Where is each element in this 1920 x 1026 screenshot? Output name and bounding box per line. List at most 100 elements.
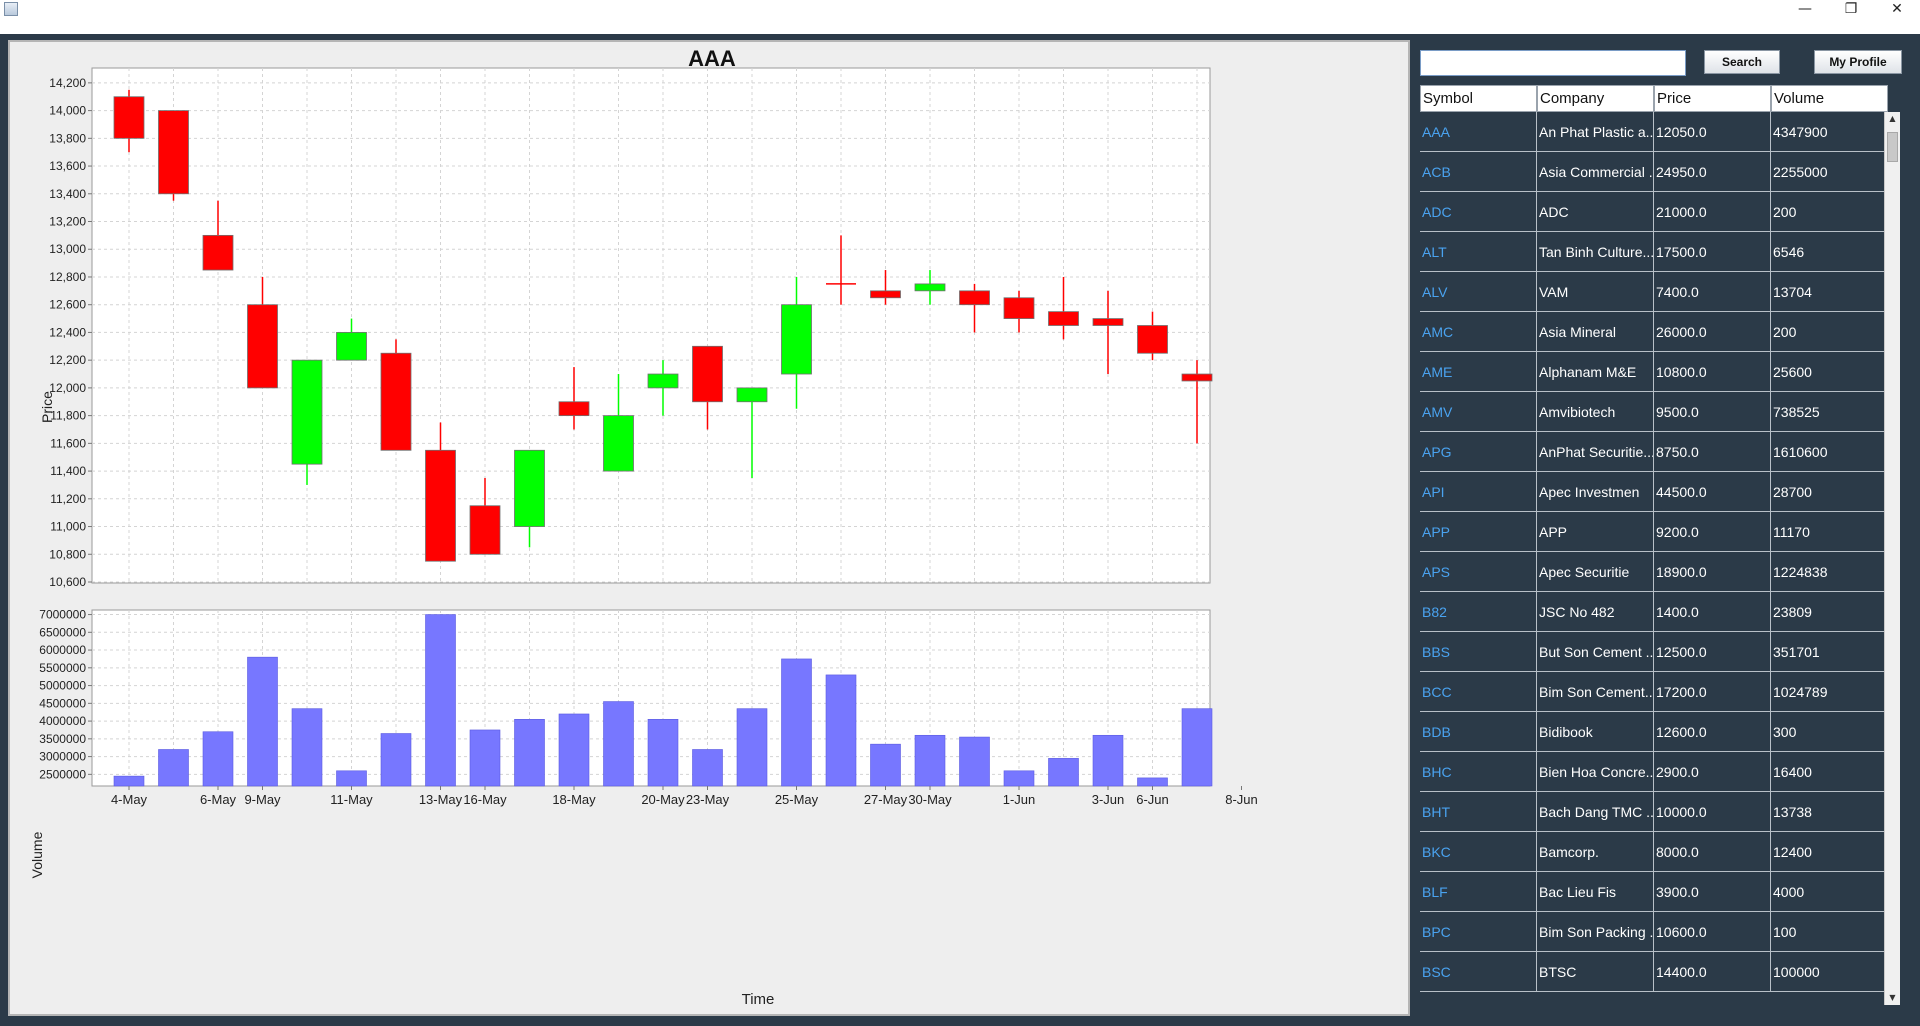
table-scrollbar[interactable]: ▲ ▼	[1884, 112, 1900, 1005]
cell-symbol: AAA	[1420, 112, 1537, 152]
table-row[interactable]: BLF Bac Lieu Fis 3900.0 4000	[1420, 872, 1888, 912]
table-row[interactable]: AAA An Phat Plastic a... 12050.0 4347900	[1420, 112, 1888, 152]
cell-symbol: BHT	[1420, 792, 1537, 832]
cell-volume: 300	[1771, 712, 1888, 752]
volume-bar	[914, 734, 946, 787]
candle-body	[113, 96, 145, 139]
price-tick-label: 14,000	[49, 104, 86, 118]
price-tick-label: 10,600	[49, 575, 86, 589]
candle-body	[158, 110, 189, 195]
volume-bar	[291, 708, 323, 787]
restore-button[interactable]: ❐	[1844, 1, 1858, 17]
table-row[interactable]: BSC BTSC 14400.0 100000	[1420, 952, 1888, 992]
cell-symbol: BCC	[1420, 672, 1537, 712]
cell-price: 8000.0	[1654, 832, 1771, 872]
cell-price: 9500.0	[1654, 392, 1771, 432]
cell-company: Apec Securitie	[1537, 552, 1654, 592]
minimize-button[interactable]: —	[1798, 1, 1812, 17]
cell-company: Alphanam M&E	[1537, 352, 1654, 392]
cell-symbol: APS	[1420, 552, 1537, 592]
volume-bar	[736, 708, 768, 787]
table-row[interactable]: BHT Bach Dang TMC ... 10000.0 13738	[1420, 792, 1888, 832]
table-row[interactable]: AMV Amvibiotech 9500.0 738525	[1420, 392, 1888, 432]
volume-tick-label: 3500000	[39, 732, 86, 746]
table-row[interactable]: ALV VAM 7400.0 13704	[1420, 272, 1888, 312]
table-row[interactable]: BPC Bim Son Packing ... 10600.0 100	[1420, 912, 1888, 952]
cell-volume: 16400	[1771, 752, 1888, 792]
table-row[interactable]: B82 JSC No 482 1400.0 23809	[1420, 592, 1888, 632]
cell-company: ADC	[1537, 192, 1654, 232]
scrollbar-thumb[interactable]	[1887, 132, 1898, 162]
time-tick-label: 9-May	[244, 792, 281, 807]
volume-bar	[959, 736, 990, 787]
volume-tick-label: 3000000	[39, 750, 86, 764]
cell-volume: 11170	[1771, 512, 1888, 552]
cell-price: 10800.0	[1654, 352, 1771, 392]
cell-company: Bien Hoa Concre...	[1537, 752, 1654, 792]
price-tick-label: 12,200	[49, 353, 86, 367]
volume-bar	[692, 749, 723, 787]
price-axis-label: Price	[39, 391, 55, 423]
price-plot-area	[91, 67, 1211, 584]
table-header: Symbol Company Price Volume	[1420, 85, 1888, 112]
search-button[interactable]: Search	[1704, 50, 1780, 74]
table-row[interactable]: BBS But Son Cement ... 12500.0 351701	[1420, 632, 1888, 672]
table-row[interactable]: APG AnPhat Securitie... 8750.0 1610600	[1420, 432, 1888, 472]
cell-price: 2900.0	[1654, 752, 1771, 792]
price-tick-label: 12,600	[49, 298, 86, 312]
cell-company: An Phat Plastic a...	[1537, 112, 1654, 152]
cell-company: Tan Binh Culture...	[1537, 232, 1654, 272]
table-row[interactable]: BCC Bim Son Cement... 17200.0 1024789	[1420, 672, 1888, 712]
cell-volume: 738525	[1771, 392, 1888, 432]
candle-body	[291, 359, 323, 465]
cell-symbol: APG	[1420, 432, 1537, 472]
candle-body	[469, 505, 501, 555]
column-header-company[interactable]: Company	[1537, 85, 1654, 112]
cell-volume: 4000	[1771, 872, 1888, 912]
volume-bar	[781, 658, 812, 787]
table-row[interactable]: APS Apec Securitie 18900.0 1224838	[1420, 552, 1888, 592]
table-row[interactable]: BKC Bamcorp. 8000.0 12400	[1420, 832, 1888, 872]
table-row[interactable]: API Apec Investmen 44500.0 28700	[1420, 472, 1888, 512]
time-tick-label: 6-May	[200, 792, 237, 807]
table-row[interactable]: ALT Tan Binh Culture... 17500.0 6546	[1420, 232, 1888, 272]
cell-symbol: AMV	[1420, 392, 1537, 432]
time-tick-label: 1-Jun	[1003, 792, 1036, 807]
cell-price: 26000.0	[1654, 312, 1771, 352]
table-row[interactable]: ACB Asia Commercial ... 24950.0 2255000	[1420, 152, 1888, 192]
table-row[interactable]: AME Alphanam M&E 10800.0 25600	[1420, 352, 1888, 392]
time-tick-label: 16-May	[463, 792, 507, 807]
search-input[interactable]	[1420, 50, 1686, 76]
table-row[interactable]: BDB Bidibook 12600.0 300	[1420, 712, 1888, 752]
cell-company: Asia Mineral	[1537, 312, 1654, 352]
table-row[interactable]: ADC ADC 21000.0 200	[1420, 192, 1888, 232]
cell-volume: 1024789	[1771, 672, 1888, 712]
cell-volume: 23809	[1771, 592, 1888, 632]
candle-body	[647, 373, 679, 389]
time-tick-label: 25-May	[775, 792, 819, 807]
close-button[interactable]: ✕	[1891, 1, 1903, 17]
scroll-down-arrow-icon[interactable]: ▼	[1889, 993, 1896, 1002]
volume-bar	[603, 701, 634, 787]
scroll-up-arrow-icon[interactable]: ▲	[1889, 114, 1896, 123]
table-row[interactable]: AMC Asia Mineral 26000.0 200	[1420, 312, 1888, 352]
cell-symbol: AME	[1420, 352, 1537, 392]
time-tick-label: 8-Jun	[1225, 792, 1258, 807]
cell-price: 12600.0	[1654, 712, 1771, 752]
time-tick-label: 4-May	[111, 792, 148, 807]
time-axis-label: Time	[742, 991, 775, 1008]
price-tick-label: 12,800	[49, 270, 86, 284]
candle-body	[380, 352, 412, 451]
column-header-volume[interactable]: Volume	[1771, 85, 1888, 112]
table-row[interactable]: BHC Bien Hoa Concre... 2900.0 16400	[1420, 752, 1888, 792]
time-tick-label: 30-May	[908, 792, 952, 807]
cell-price: 8750.0	[1654, 432, 1771, 472]
table-row[interactable]: APP APP 9200.0 11170	[1420, 512, 1888, 552]
my-profile-button[interactable]: My Profile	[1814, 50, 1902, 74]
cell-price: 17200.0	[1654, 672, 1771, 712]
time-tick-label: 11-May	[330, 792, 373, 807]
column-header-symbol[interactable]: Symbol	[1420, 85, 1537, 112]
column-header-price[interactable]: Price	[1654, 85, 1771, 112]
cell-volume: 2255000	[1771, 152, 1888, 192]
cell-symbol: BHC	[1420, 752, 1537, 792]
